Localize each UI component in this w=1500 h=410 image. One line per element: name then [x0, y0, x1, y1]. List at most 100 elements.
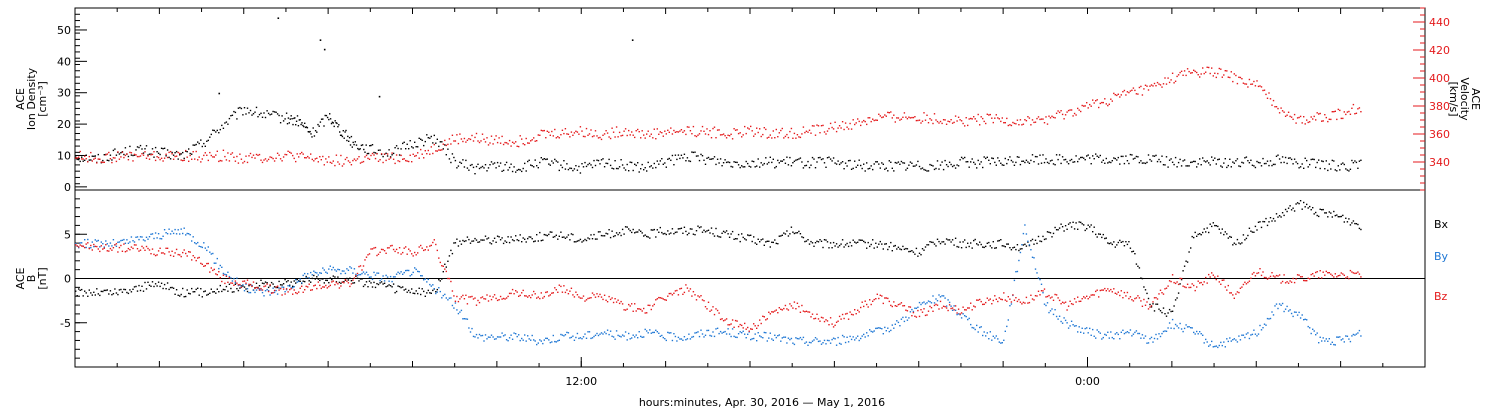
data-point	[685, 230, 687, 233]
data-point	[1340, 272, 1342, 274]
data-point	[623, 233, 625, 235]
data-point	[355, 274, 357, 277]
data-point	[1019, 163, 1022, 166]
data-point	[477, 163, 479, 165]
data-point	[329, 113, 331, 115]
data-point	[884, 168, 886, 170]
data-point	[510, 292, 512, 295]
legend-entry: By	[1434, 250, 1449, 263]
data-point	[310, 153, 312, 155]
data-point	[183, 296, 185, 298]
data-point	[733, 128, 735, 130]
data-point	[539, 339, 541, 341]
data-point	[796, 302, 799, 304]
data-point	[561, 129, 564, 131]
data-point	[1312, 273, 1314, 275]
data-point	[281, 115, 283, 117]
data-point	[979, 241, 981, 243]
data-point	[94, 157, 96, 159]
data-point	[750, 328, 752, 330]
data-point	[106, 289, 108, 291]
data-point	[935, 298, 937, 300]
data-point	[406, 143, 408, 145]
data-point	[920, 122, 922, 124]
data-point	[612, 235, 615, 238]
data-point	[1174, 80, 1177, 82]
data-point	[840, 318, 842, 320]
data-point	[492, 143, 494, 145]
data-point	[1162, 330, 1165, 333]
data-point	[1319, 336, 1321, 338]
data-point	[1268, 92, 1270, 94]
data-point	[838, 125, 841, 127]
data-point	[108, 293, 110, 295]
data-point	[1140, 277, 1142, 279]
data-point	[111, 161, 113, 164]
data-point	[124, 154, 127, 157]
data-point	[575, 165, 577, 167]
data-point	[109, 242, 112, 244]
data-point	[1196, 235, 1198, 237]
data-point	[1006, 300, 1008, 302]
data-point	[658, 332, 660, 334]
data-point	[417, 152, 419, 154]
data-point	[524, 162, 526, 165]
data-point	[983, 156, 985, 158]
data-point	[1125, 331, 1127, 334]
data-point	[810, 164, 812, 166]
data-point	[465, 318, 467, 320]
data-point	[1006, 325, 1008, 328]
data-point	[826, 241, 829, 243]
data-point	[1188, 251, 1190, 253]
data-point	[816, 338, 818, 340]
data-point	[1096, 99, 1098, 101]
data-point	[1135, 263, 1138, 265]
data-point	[1051, 296, 1053, 298]
data-point	[1119, 163, 1121, 165]
data-point	[1135, 297, 1138, 299]
data-point	[671, 294, 674, 296]
data-point	[762, 238, 764, 240]
data-point	[148, 284, 151, 286]
data-point	[206, 140, 208, 142]
data-point	[1298, 202, 1300, 205]
data-point	[954, 309, 957, 311]
data-point	[947, 165, 949, 168]
data-point	[221, 124, 223, 127]
data-point	[864, 120, 866, 123]
data-point	[454, 300, 457, 302]
data-point	[1176, 325, 1178, 327]
data-point	[1144, 289, 1147, 291]
data-point	[177, 253, 179, 256]
data-point	[1019, 251, 1022, 254]
data-point	[787, 164, 790, 166]
data-point	[1298, 274, 1300, 276]
data-point	[621, 164, 624, 166]
data-point	[451, 134, 454, 136]
data-point	[924, 246, 927, 248]
data-point	[584, 333, 586, 335]
data-point	[1018, 249, 1020, 252]
data-point	[1001, 245, 1003, 247]
data-point	[237, 289, 240, 292]
data-point	[673, 292, 675, 294]
data-point	[154, 254, 157, 257]
data-point	[637, 308, 639, 310]
data-point	[394, 147, 396, 149]
data-point	[1333, 160, 1335, 162]
data-point	[469, 242, 472, 244]
data-point	[344, 279, 347, 281]
data-point	[324, 114, 326, 117]
data-point	[171, 250, 173, 252]
data-point	[854, 339, 856, 341]
data-point	[974, 163, 976, 165]
data-point	[543, 129, 545, 132]
data-point	[1060, 110, 1062, 112]
data-point	[768, 311, 770, 313]
data-point	[1262, 327, 1264, 329]
data-point	[210, 253, 212, 255]
data-point	[1254, 85, 1257, 87]
data-point	[835, 163, 838, 165]
data-point	[1072, 221, 1074, 223]
data-point	[84, 159, 86, 161]
